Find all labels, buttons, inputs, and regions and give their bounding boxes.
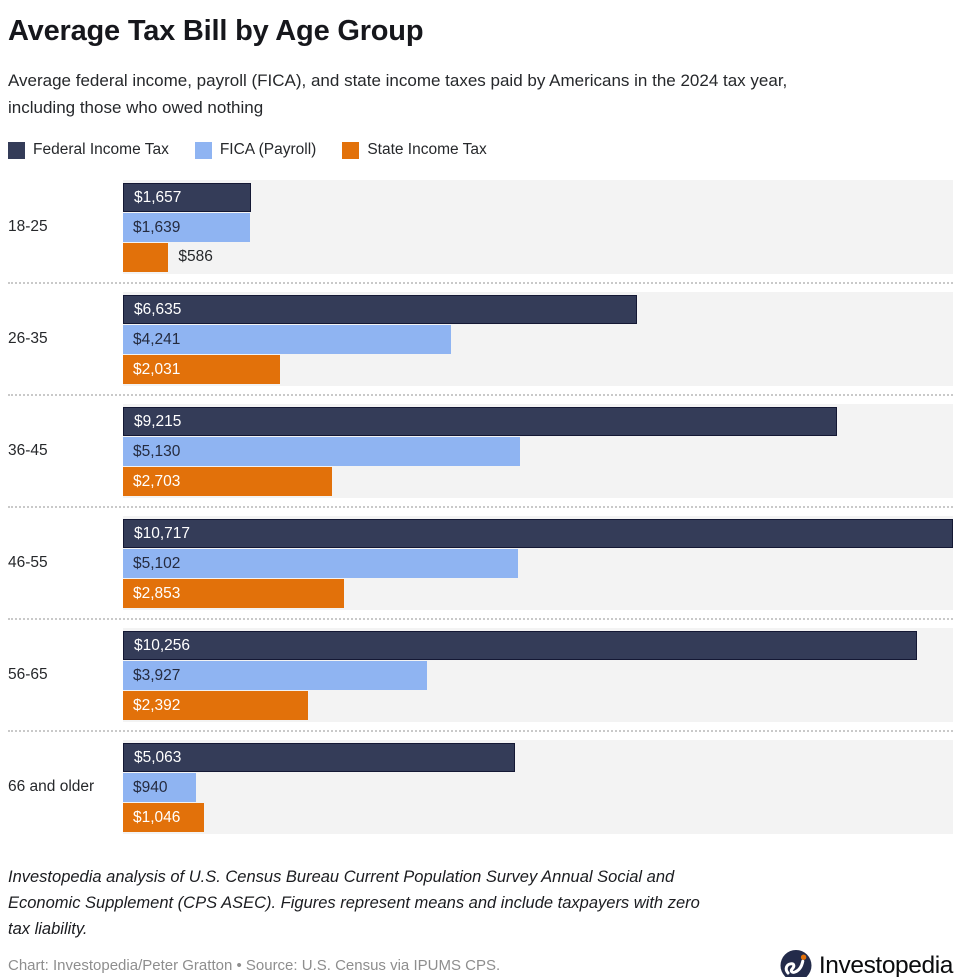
legend-swatch-icon	[342, 141, 360, 159]
group-separator	[8, 730, 953, 732]
bar-state-income-tax: $2,392	[123, 690, 309, 720]
bar-value-label: $586	[178, 248, 213, 265]
bar-federal-income-tax: $10,256	[123, 630, 918, 660]
age-group-label: 56-65	[8, 666, 48, 683]
bar-fica-payroll-: $4,241	[123, 324, 452, 354]
bar-value-label: $2,031	[133, 360, 181, 378]
legend-swatch-icon	[194, 141, 212, 159]
group-plot: $1,657 $1,639 $586	[123, 180, 953, 274]
bar-federal-income-tax: $9,215	[123, 406, 837, 436]
footer-row: Chart: Investopedia/Peter Gratton • Sour…	[8, 949, 953, 977]
bar-value-label: $1,046	[133, 808, 181, 826]
bar-value-label: $940	[133, 778, 168, 796]
legend-swatch-icon	[8, 141, 25, 159]
bar-federal-income-tax: $1,657	[123, 182, 252, 212]
bar-value-label: $10,717	[134, 524, 191, 542]
bar-value-label: $2,703	[133, 472, 181, 490]
group-separator	[8, 282, 953, 284]
bar-state-income-tax: $1,046	[123, 802, 204, 832]
group-plot: $10,717 $5,102 $2,853	[123, 516, 953, 610]
bar-line: $6,635	[123, 294, 953, 324]
bar-value-label: $1,657	[134, 188, 182, 206]
age-group-row: 46-55 $10,717 $5,102 $2,853	[8, 516, 953, 610]
chart-subtitle: Average federal income, payroll (FICA), …	[8, 71, 788, 117]
credit-line: Chart: Investopedia/Peter Gratton • Sour…	[8, 957, 501, 974]
bar-fica-payroll-: $5,130	[123, 436, 521, 466]
age-group-label: 66 and older	[8, 778, 95, 795]
bar-line: $10,256	[123, 630, 953, 660]
bar-value-label: $5,130	[133, 442, 181, 460]
bar-value-label: $6,635	[134, 300, 182, 318]
bar-line: $586	[123, 242, 953, 272]
legend-item-label: Federal Income Tax	[33, 141, 169, 158]
bar-federal-income-tax: $10,717	[123, 518, 953, 548]
legend: Federal Income Tax FICA (Payroll) State In…	[8, 141, 953, 159]
bar-line: $1,639	[123, 212, 953, 242]
bar-line: $2,853	[123, 578, 953, 608]
bar-line: $940	[123, 772, 953, 802]
group-separator	[8, 506, 953, 508]
bar-line: $3,927	[123, 660, 953, 690]
bar-line: $1,657	[123, 182, 953, 212]
bar-state-income-tax: $2,031	[123, 354, 281, 384]
group-separator	[8, 394, 953, 396]
bar-state-income-tax	[123, 242, 169, 272]
bar-state-income-tax: $2,703	[123, 466, 333, 496]
legend-item-0: Federal Income Tax	[8, 141, 169, 159]
bar-line: $5,063	[123, 742, 953, 772]
bar-fica-payroll-: $1,639	[123, 212, 250, 242]
group-plot: $5,063 $940 $1,046	[123, 740, 953, 834]
group-separator	[8, 618, 953, 620]
investopedia-logo-icon	[780, 949, 813, 977]
investopedia-logo: Investopedia	[780, 949, 953, 977]
bar-line: $5,102	[123, 548, 953, 578]
bar-value-label: $3,927	[133, 666, 181, 684]
group-plot: $9,215 $5,130 $2,703	[123, 404, 953, 498]
bar-value-label: $5,102	[133, 554, 181, 572]
age-group-label: 46-55	[8, 554, 48, 571]
bar-value-label: $2,392	[133, 696, 181, 714]
bar-value-label: $4,241	[133, 330, 181, 348]
bar-chart: 18-25 $1,657 $1,639 $586 26-35 $6,635 $4,241 $2…	[8, 180, 953, 834]
bar-value-label: $5,063	[134, 748, 182, 766]
bar-value-label: $2,853	[133, 584, 181, 602]
bar-fica-payroll-: $3,927	[123, 660, 428, 690]
investopedia-logo-text: Investopedia	[818, 951, 954, 977]
legend-item-label: FICA (Payroll)	[219, 141, 317, 158]
legend-item-2: State Income Tax	[342, 141, 487, 159]
page-title: Average Tax Bill by Age Group	[8, 15, 424, 47]
age-group-label: 26-35	[8, 330, 48, 347]
age-group-row: 26-35 $6,635 $4,241 $2,031	[8, 292, 953, 386]
bar-federal-income-tax: $6,635	[123, 294, 637, 324]
legend-item-label: State Income Tax	[367, 141, 487, 158]
age-group-row: 18-25 $1,657 $1,639 $586	[8, 180, 953, 274]
age-group-row: 36-45 $9,215 $5,130 $2,703	[8, 404, 953, 498]
bar-line: $1,046	[123, 802, 953, 832]
group-plot: $10,256 $3,927 $2,392	[123, 628, 953, 722]
bar-line: $2,703	[123, 466, 953, 496]
bar-value-label: $1,639	[133, 218, 181, 236]
methodology-note: Investopedia analysis of U.S. Census Bur…	[8, 868, 700, 938]
bar-line: $9,215	[123, 406, 953, 436]
bar-value-label: $9,215	[134, 412, 182, 430]
bar-fica-payroll-: $5,102	[123, 548, 519, 578]
age-group-row: 56-65 $10,256 $3,927 $2,392	[8, 628, 953, 722]
bar-federal-income-tax: $5,063	[123, 742, 516, 772]
bar-value-label: $10,256	[134, 636, 191, 654]
bar-line: $2,392	[123, 690, 953, 720]
bar-state-income-tax: $2,853	[123, 578, 344, 608]
legend-item-1: FICA (Payroll)	[194, 141, 317, 159]
age-group-label: 18-25	[8, 218, 48, 235]
bar-fica-payroll-: $940	[123, 772, 196, 802]
age-group-row: 66 and older $5,063 $940 $1,046	[8, 740, 953, 834]
bar-line: $2,031	[123, 354, 953, 384]
bar-line: $5,130	[123, 436, 953, 466]
group-plot: $6,635 $4,241 $2,031	[123, 292, 953, 386]
age-group-label: 36-45	[8, 442, 48, 459]
bar-line: $4,241	[123, 324, 953, 354]
bar-line: $10,717	[123, 518, 953, 548]
